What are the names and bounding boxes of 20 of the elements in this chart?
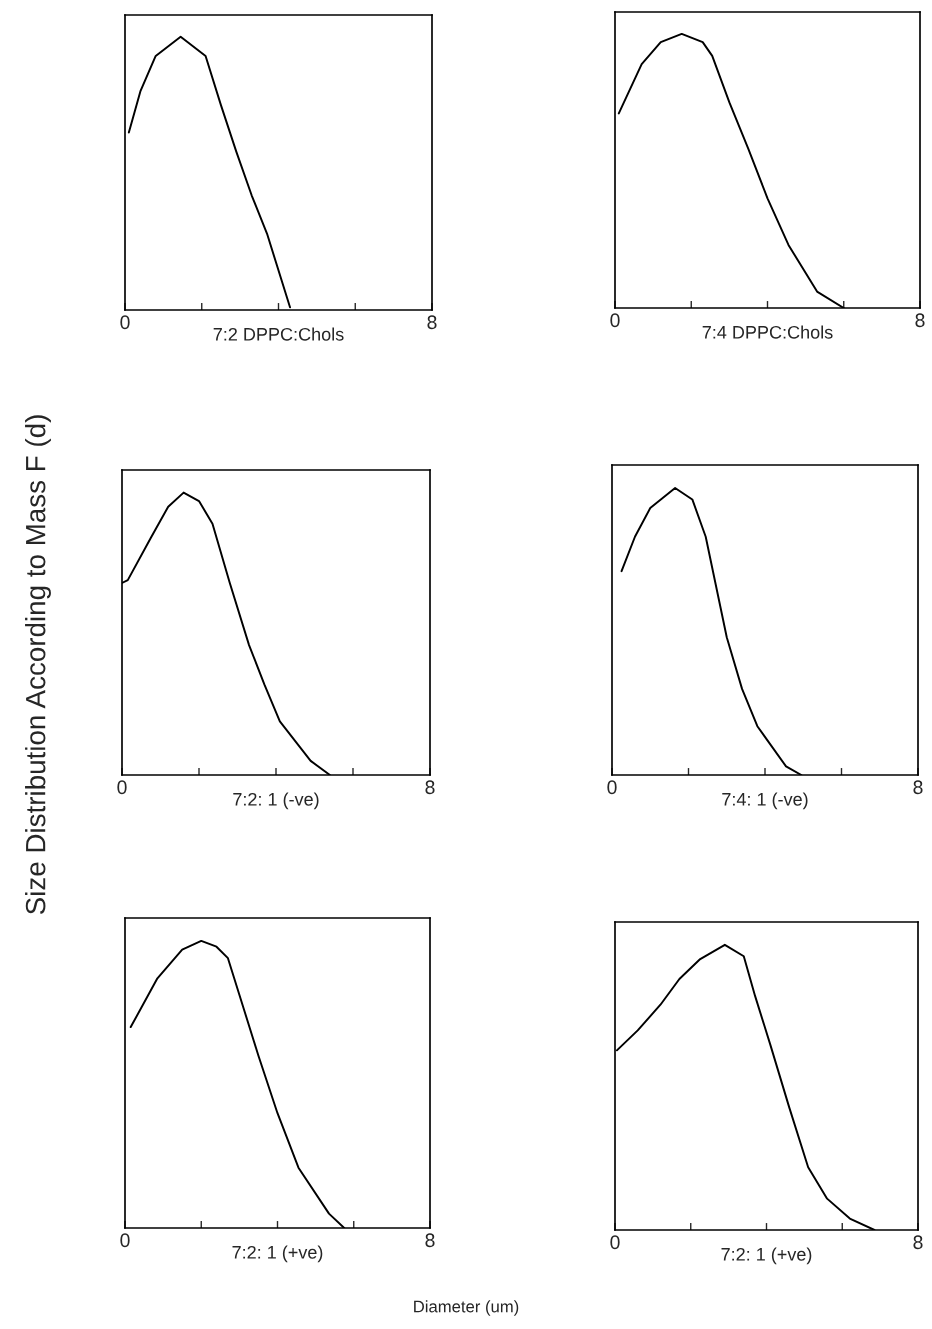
x-tick-label: 8 [425,1233,435,1248]
x-tick-label: 8 [425,780,435,795]
x-tick-label: 0 [610,313,620,328]
x-tick-label: 8 [913,1235,923,1250]
y-axis-title: Size Distribution According to Mass F (d) [25,415,51,915]
x-axis-title: 7:2: 1 (+ve) [232,1245,323,1263]
x-axis-title: 7:4 DPPC:Chols [702,325,833,339]
x-axis-title: 7:2: 1 (+ve) [721,1247,812,1265]
x-tick-label: 8 [427,315,437,330]
text: Diameter (um) [414,1300,519,1316]
x-axis-title: 7:2 DPPC:Chols [213,327,344,341]
x-tick-label: 8 [915,313,925,328]
x-tick-label: 0 [117,780,127,795]
x-axis-title: 7:2: 1 (-ve) [233,792,319,810]
x-tick-label: 0 [120,1233,130,1248]
x-tick-label: 0 [120,315,130,330]
x-tick-label: 0 [610,1235,620,1250]
x-tick-label: 0 [607,780,617,795]
x-axis-title: 7:4: 1 (-ve) [722,792,808,810]
x-tick-label: 8 [913,780,923,795]
